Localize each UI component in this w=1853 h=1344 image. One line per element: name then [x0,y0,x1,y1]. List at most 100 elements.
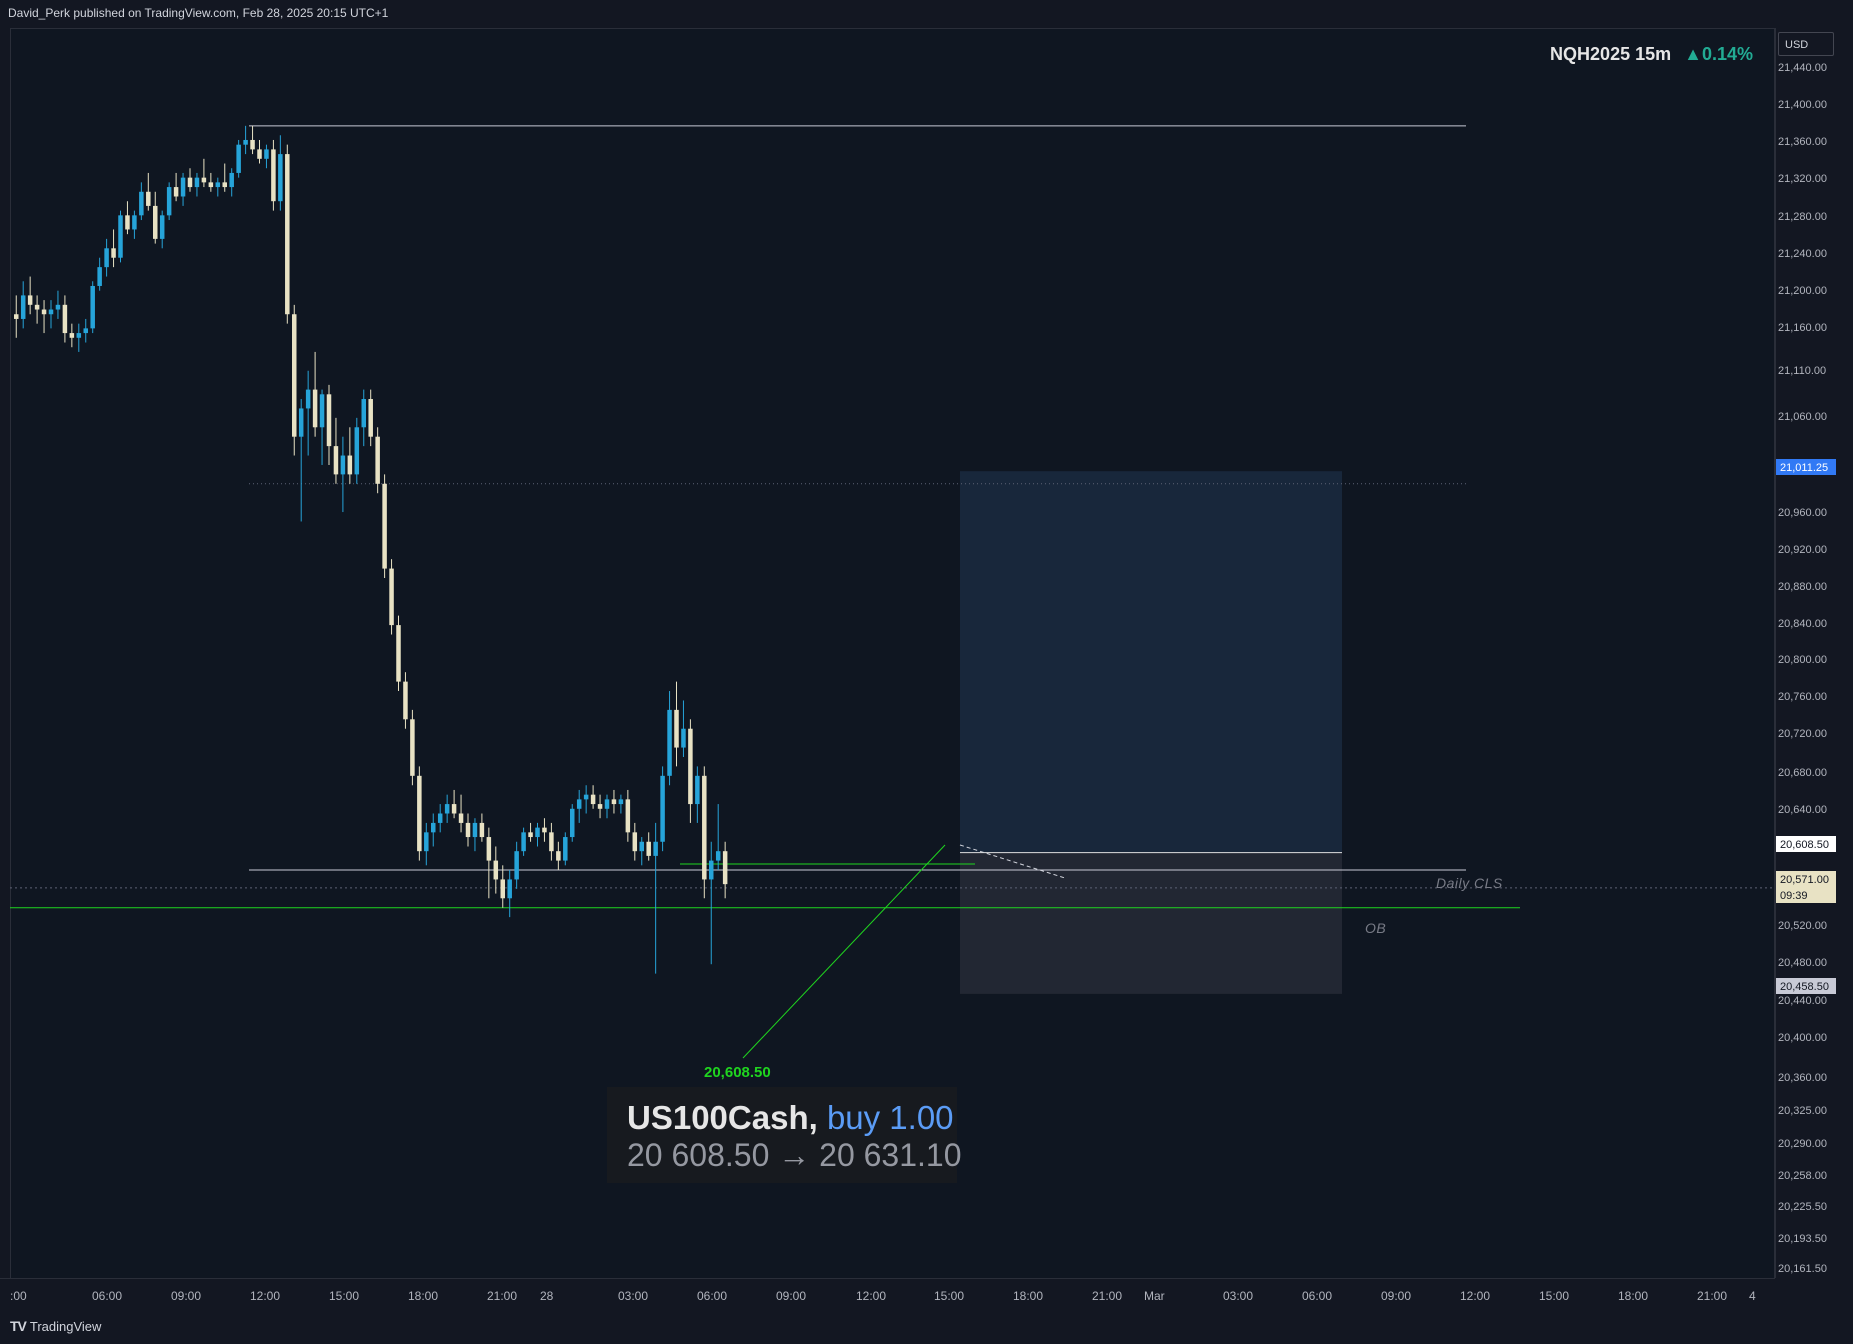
candle-body [173,187,179,197]
price-tick-label: 20,193.50 [1778,1233,1827,1245]
price-tick-label: 21,360.00 [1778,136,1827,148]
symbol-legend[interactable]: NQH2025 15m ▲0.14% [1550,44,1753,65]
candle-body [326,394,332,447]
candle-body [625,799,631,833]
candle-body [104,248,109,268]
candle-body [125,215,130,230]
candle-body [166,187,172,216]
time-tick-label: 12:00 [1460,1289,1490,1303]
time-tick-label: 15:00 [329,1289,359,1303]
price-tick-label: 21,060.00 [1778,411,1827,423]
target-price-badge: 21,011.25 [1780,462,1828,474]
candle-body [83,328,88,334]
entry-price-badge: 20,608.50 [1780,839,1829,851]
time-tick-label: 18:00 [1618,1289,1648,1303]
price-tick-label: 20,290.00 [1778,1138,1827,1150]
tradingview-brand: TradingView [29,1318,102,1334]
current-price-badge: 20,571.00 [1780,874,1829,886]
candle-body [264,149,269,159]
time-tick-label: 18:00 [408,1289,438,1303]
candle-body [146,191,151,206]
trade-side: buy 1.00 [826,1099,954,1136]
candle-body [41,309,47,315]
price-tick-label: 20,760.00 [1778,691,1827,703]
candle-body [396,625,401,682]
candle-body [458,813,464,823]
tradingview-logo-icon: TV [10,1318,27,1334]
candle-body [215,182,221,188]
trade-title: US100Cash, buy 1.00 [627,1099,954,1137]
candle-body [507,879,512,899]
price-tick-label: 20,840.00 [1778,618,1827,630]
candle-body [180,177,186,197]
bottom-bar: TV TradingView [0,1308,1853,1344]
price-axis[interactable] [1775,28,1853,1278]
price-tick-label: 20,920.00 [1778,544,1827,556]
candle-body [139,191,144,216]
trade-symbol: US100Cash, [627,1099,818,1136]
candle-body [709,860,714,880]
candle-body [333,446,339,475]
time-axis[interactable] [0,1278,1775,1309]
candle-body [722,851,728,885]
time-tick-label: 15:00 [1539,1289,1569,1303]
candle-body [493,860,499,880]
candle-body [514,851,519,880]
ob-label: OB [1365,920,1387,936]
currency-button[interactable]: USD [1778,32,1834,56]
candle-body [437,813,443,823]
entry-price-label: 20,608.50 [704,1064,771,1081]
time-tick-label: 18:00 [1013,1289,1043,1303]
candle-body [271,149,276,202]
candle-body [535,827,540,838]
candle-body [424,832,429,852]
stop-price-badge-bg [1776,978,1836,994]
candle-body [479,822,485,838]
time-tick-label: Mar [1144,1289,1165,1303]
time-tick-label: 21:00 [1697,1289,1727,1303]
publisher-info: David_Perk published on TradingView.com,… [8,6,389,20]
candle-body [278,154,283,202]
candle-body [667,709,672,776]
candle-body [472,822,478,838]
candle-body [702,775,707,880]
time-tick-label: 21:00 [487,1289,517,1303]
candle-body [132,215,137,230]
candle-body [354,427,360,475]
candle-body [319,394,325,428]
time-tick-label: 03:00 [618,1289,648,1303]
price-tick-label: 20,225.50 [1778,1201,1827,1213]
candle-body [431,822,436,833]
candle-body [375,436,380,484]
candle-body [549,832,554,852]
time-tick-label: 21:00 [1092,1289,1122,1303]
candle-body [583,794,589,800]
candle-body [111,248,116,258]
candle-body [368,399,373,437]
time-tick-label: 06:00 [697,1289,727,1303]
price-tick-label: 20,680.00 [1778,767,1827,779]
candle-body [660,775,665,842]
candle-body [597,804,603,809]
candle-body [201,177,207,183]
candle-body [243,139,248,145]
candle-body [556,851,561,861]
price-tick-label: 20,480.00 [1778,957,1827,969]
price-tick-label: 20,880.00 [1778,581,1827,593]
candle-body [604,799,610,809]
candle-body [62,304,68,334]
countdown-badge-bg [1776,887,1836,903]
candle-body [312,389,318,428]
time-tick-label: 28 [540,1289,554,1303]
time-tick-label: 09:00 [1381,1289,1411,1303]
stop-zone [960,852,1342,994]
candle-body [76,333,82,338]
candle-body [500,879,505,899]
countdown-badge: 09:39 [1780,890,1808,902]
price-tick-label: 20,960.00 [1778,507,1827,519]
top-bar: David_Perk published on TradingView.com,… [0,0,1853,28]
time-tick-label: 12:00 [250,1289,280,1303]
candle-body [118,215,123,258]
tradingview-logo[interactable]: TV TradingView [10,1318,101,1334]
candle-body [208,182,214,188]
